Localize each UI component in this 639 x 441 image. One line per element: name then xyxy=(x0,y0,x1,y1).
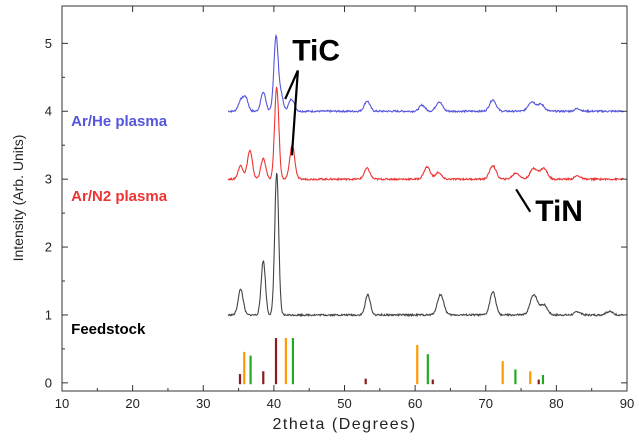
series-line xyxy=(227,172,624,318)
annotation-label: Feedstock xyxy=(71,321,146,338)
reference-lines xyxy=(238,338,545,385)
leader-line xyxy=(515,188,532,213)
annotation-label: Ar/N2 plasma xyxy=(71,188,168,205)
x-tick-label: 70 xyxy=(479,396,493,411)
x-axis-label: 2theta (Degrees) xyxy=(272,416,416,433)
annotation-label: TiN xyxy=(535,195,583,228)
x-tick-label: 40 xyxy=(267,396,281,411)
x-tick-label: 60 xyxy=(408,396,422,411)
series-line xyxy=(227,33,624,114)
annotations: TiC TiN Ar/He plasma Ar/N2 plasma Feedstock xyxy=(71,34,583,338)
x-tick-label: 10 xyxy=(55,396,69,411)
y-tick-label: 2 xyxy=(45,240,52,255)
leader-lines xyxy=(284,70,532,213)
y-axis: 0 1 2 3 4 5 xyxy=(45,36,627,390)
y-tick-label: 4 xyxy=(45,104,52,119)
x-axis: 10 20 30 40 50 60 70 80 90 xyxy=(55,6,634,411)
x-tick-label: 50 xyxy=(337,396,351,411)
series-group xyxy=(227,33,624,318)
y-tick-label: 1 xyxy=(45,307,52,322)
x-tick-label: 30 xyxy=(196,396,210,411)
y-axis-label: Intensity (Arb. Units) xyxy=(10,135,26,262)
annotation-label: Ar/He plasma xyxy=(71,113,168,130)
x-tick-label: 80 xyxy=(549,396,563,411)
series-line xyxy=(227,86,624,182)
leader-line xyxy=(284,70,299,100)
y-tick-label: 0 xyxy=(45,375,52,390)
x-tick-label: 20 xyxy=(125,396,139,411)
y-tick-label: 5 xyxy=(45,36,52,51)
leader-line xyxy=(290,70,299,156)
annotation-label: TiC xyxy=(292,34,340,67)
x-tick-label: 90 xyxy=(620,396,634,411)
y-tick-label: 3 xyxy=(45,172,52,187)
